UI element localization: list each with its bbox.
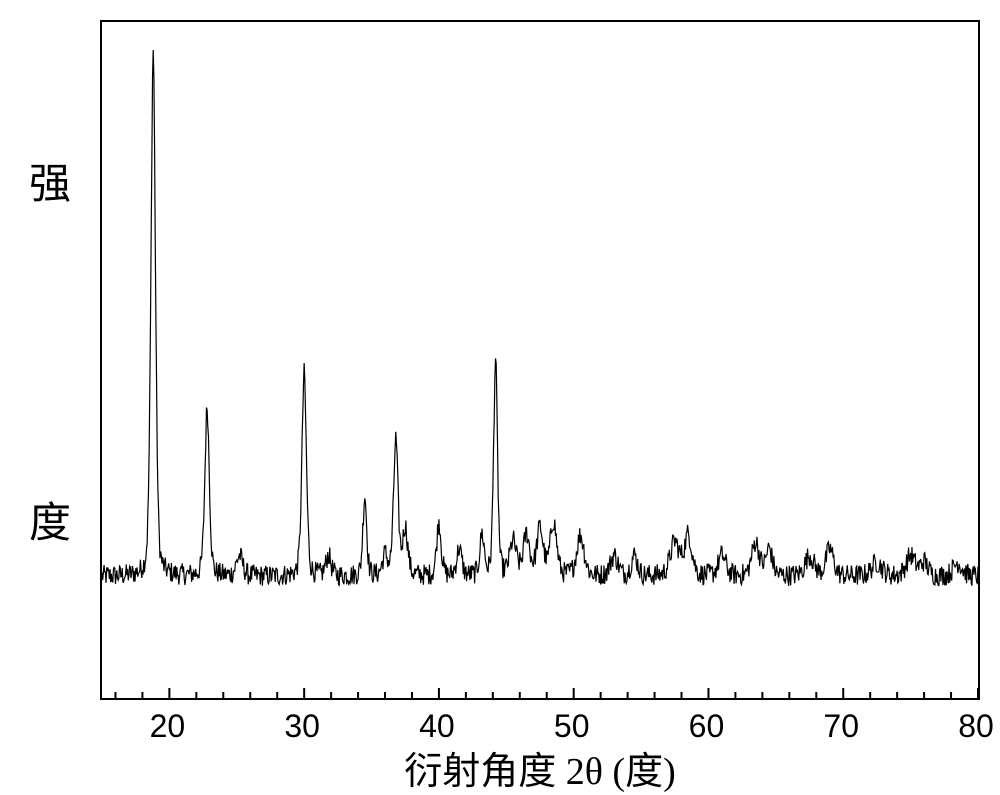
ylabel-char-1: 强 (29, 150, 71, 211)
y-axis-label: 强 度 (20, 150, 80, 550)
ylabel-char-2: 度 (29, 489, 71, 550)
xrd-chart: 强 度 20304050607080 衍射角度 2θ (度) (0, 0, 1000, 795)
x-axis-label: 衍射角度 2θ (度) (100, 740, 980, 795)
xrd-trace (102, 50, 978, 586)
x-tick-labels: 20304050607080 (100, 700, 980, 740)
xrd-trace-svg (102, 22, 978, 698)
plot-area (100, 20, 980, 700)
